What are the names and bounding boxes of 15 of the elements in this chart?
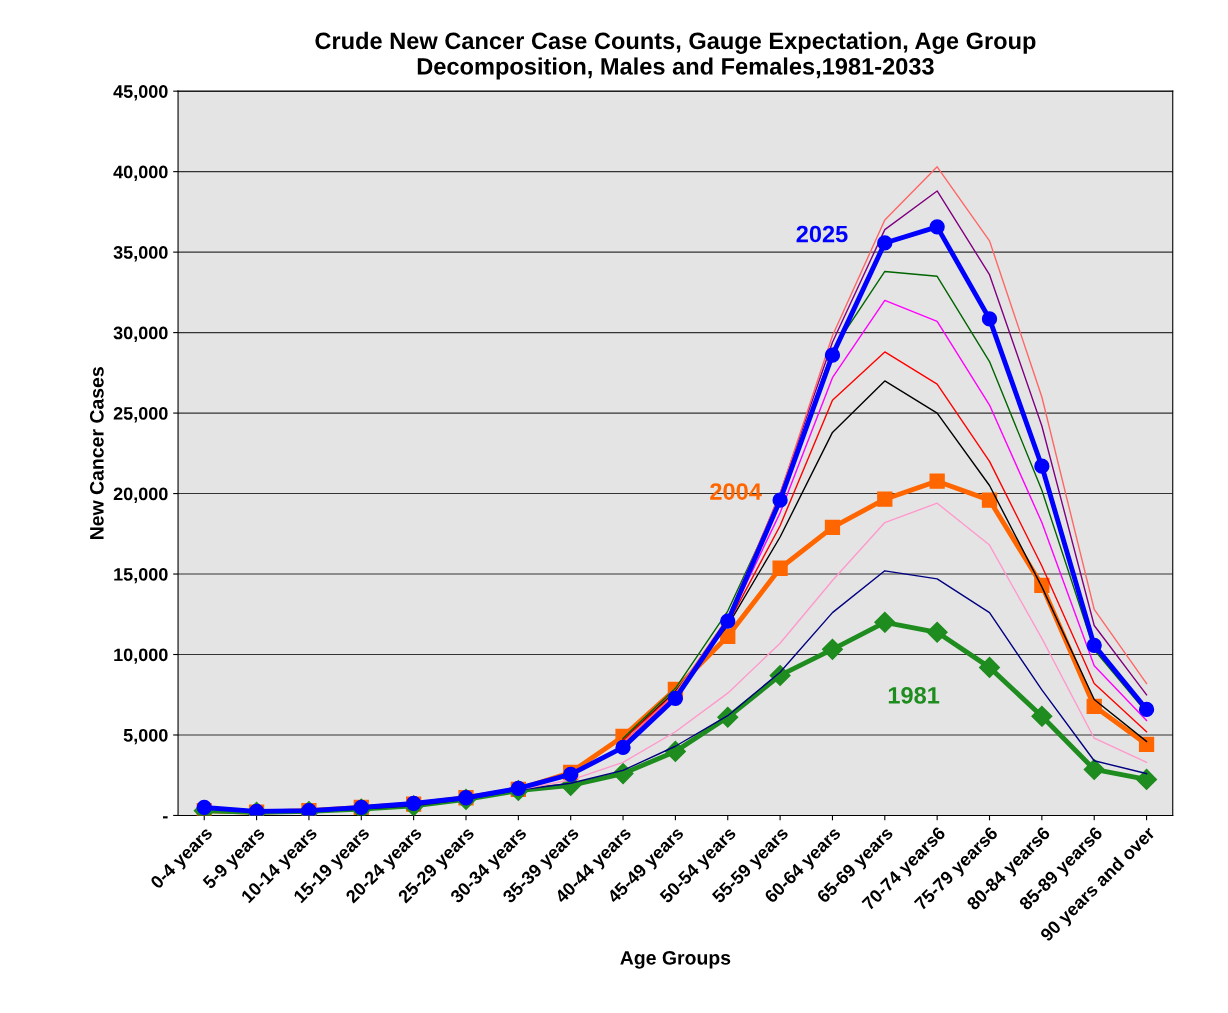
annotation: 1981 bbox=[888, 686, 940, 704]
y-tick-label: 15,000 bbox=[114, 567, 168, 584]
annotation: 2025 bbox=[796, 225, 848, 243]
y-tick-label: 10,000 bbox=[114, 648, 168, 664]
x-axis-title: Age Groups bbox=[620, 950, 731, 969]
y-tick-label: 35,000 bbox=[113, 246, 168, 262]
y-tick-label: 40,000 bbox=[113, 165, 168, 181]
y-tick-label: - bbox=[163, 816, 168, 819]
y-axis-title: New Cancer Cases bbox=[89, 367, 104, 540]
y-tick-label: 20,000 bbox=[113, 487, 168, 503]
y-tick-label: 5,000 bbox=[123, 728, 168, 745]
y-tick-label: 25,000 bbox=[113, 407, 168, 423]
chart-title: Crude New Cancer Case Counts, Gauge Expectation, Age Group Decomposition, Males and Females,1981-2033 bbox=[315, 31, 1036, 80]
y-tick-label: 45,000 bbox=[113, 85, 168, 101]
y-tick-label: 30,000 bbox=[113, 326, 168, 342]
